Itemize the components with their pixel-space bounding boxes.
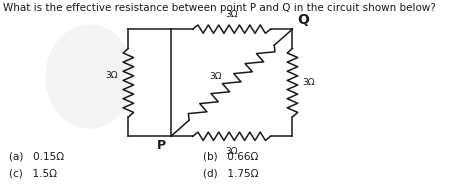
Text: (d)   1.75Ω: (d) 1.75Ω <box>203 169 259 179</box>
Ellipse shape <box>46 24 135 129</box>
Text: 3Ω: 3Ω <box>302 78 315 87</box>
Text: (b)   0.66Ω: (b) 0.66Ω <box>203 152 259 162</box>
Text: (a)   0.15Ω: (a) 0.15Ω <box>9 152 64 162</box>
Text: P: P <box>157 139 166 152</box>
Text: What is the effective resistance between point P and Q in the circuit shown belo: What is the effective resistance between… <box>3 3 436 13</box>
Text: 3Ω: 3Ω <box>226 10 238 19</box>
Text: 3Ω: 3Ω <box>209 72 221 81</box>
Text: 3Ω: 3Ω <box>106 71 118 80</box>
Text: (c)   1.5Ω: (c) 1.5Ω <box>9 169 57 179</box>
Text: 3Ω: 3Ω <box>226 147 238 156</box>
Text: Q: Q <box>297 13 309 27</box>
